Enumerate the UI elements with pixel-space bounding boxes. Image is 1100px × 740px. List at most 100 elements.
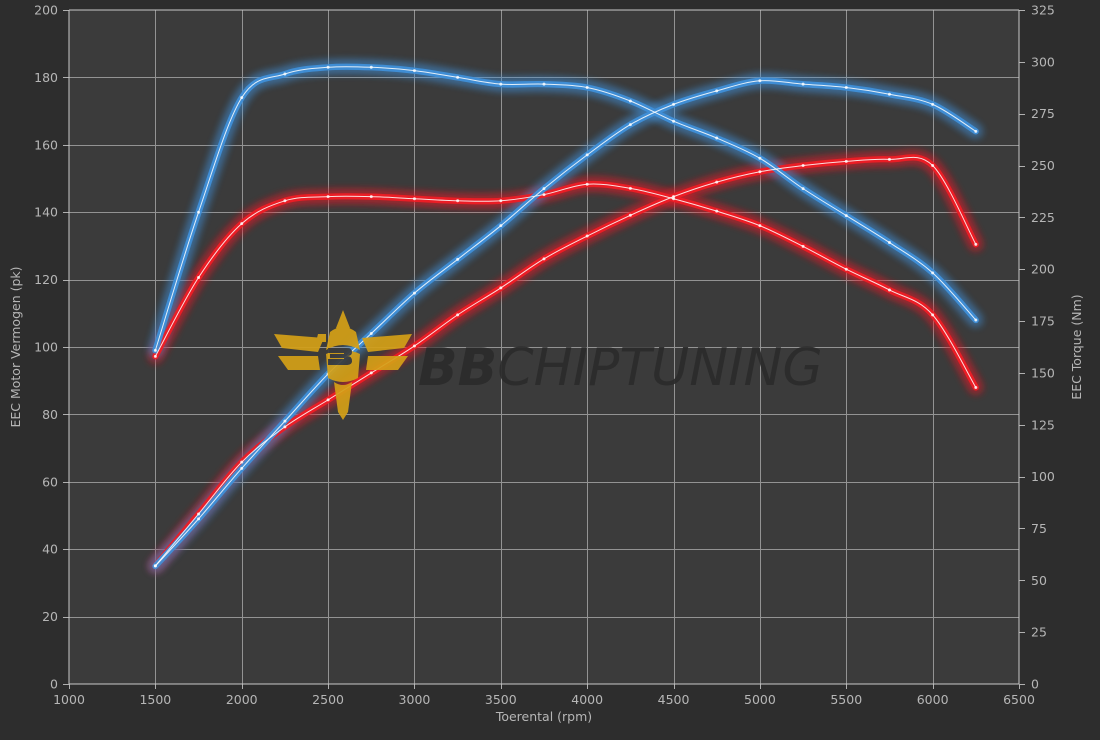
y-left-tick-label: 180 (34, 70, 58, 85)
data-point (197, 276, 201, 280)
data-point (153, 564, 157, 568)
y-right-tick-label: 50 (1031, 573, 1047, 588)
data-point (412, 197, 416, 201)
x-tick-labels: 1000 1500 2000 2500 3000 3500 4000 4500 5000 5500… (53, 692, 1035, 707)
data-point (758, 156, 762, 160)
x-axis-title: Toerental (rpm) (495, 709, 592, 724)
data-point (369, 332, 373, 336)
x-tick-label: 1000 (53, 692, 85, 707)
data-point (801, 164, 805, 168)
data-point (887, 157, 891, 161)
series-line (152, 77, 979, 570)
data-point (672, 197, 676, 201)
data-point (326, 398, 330, 402)
data-point (326, 372, 330, 376)
y-right-axis-title: EEC Torque (Nm) (1069, 294, 1084, 399)
data-point (153, 354, 157, 358)
data-point (283, 425, 287, 429)
data-point (801, 244, 805, 248)
axis-lines (68, 9, 1020, 685)
y-left-tick-label: 60 (42, 474, 58, 489)
x-tick-label: 5000 (744, 692, 776, 707)
data-point (844, 159, 848, 163)
series-core (153, 182, 978, 389)
data-point (801, 82, 805, 86)
data-point (326, 65, 330, 69)
data-point (542, 82, 546, 86)
data-point (456, 257, 460, 261)
data-point (715, 136, 719, 140)
data-point (931, 313, 935, 317)
data-point (715, 89, 719, 93)
data-point (974, 318, 978, 322)
y-right-tick-label: 100 (1031, 469, 1055, 484)
data-point (585, 153, 589, 157)
x-tick-label: 6000 (917, 692, 949, 707)
data-point (542, 257, 546, 261)
y-right-tick-label: 125 (1031, 417, 1055, 432)
x-tick-label: 3500 (485, 692, 517, 707)
data-point (974, 385, 978, 389)
data-point (585, 182, 589, 186)
data-point (844, 86, 848, 90)
y-right-tick-label: 200 (1031, 262, 1055, 277)
data-point (456, 75, 460, 79)
data-point (585, 234, 589, 238)
data-point (715, 180, 719, 184)
data-point (931, 102, 935, 106)
data-point (499, 224, 503, 228)
series-core (153, 156, 978, 568)
data-point (628, 186, 632, 190)
data-point (369, 371, 373, 375)
y-right-tick-label: 175 (1031, 314, 1055, 329)
y-left-tick-label: 200 (34, 3, 58, 18)
data-point (369, 195, 373, 199)
data-point (801, 187, 805, 191)
x-tick-label: 2000 (226, 692, 258, 707)
series-core (153, 65, 978, 352)
y-right-tick-label: 250 (1031, 158, 1055, 173)
data-point (542, 193, 546, 197)
data-point (931, 164, 935, 168)
data-point (240, 96, 244, 100)
y-left-tick-labels: 0 20 40 60 80 100 120 140 160 180 200 (34, 3, 58, 692)
y-left-tick-label: 120 (34, 272, 58, 287)
y-right-tick-label: 300 (1031, 54, 1055, 69)
y-left-tick-label: 80 (42, 407, 58, 422)
axis-ticks (63, 10, 1025, 689)
data-point (585, 86, 589, 90)
data-point (672, 195, 676, 199)
y-right-tick-labels: 0 25 50 75 100 125 150 175 200 225 250 275 300 325 (1031, 3, 1055, 692)
y-right-tick-label: 0 (1031, 677, 1039, 692)
y-right-tick-label: 75 (1031, 521, 1047, 536)
y-right-tick-label: 150 (1031, 365, 1055, 380)
x-tick-label: 4500 (658, 692, 690, 707)
data-point (240, 466, 244, 470)
data-point (628, 123, 632, 127)
data-point (887, 92, 891, 96)
series-layer (149, 61, 982, 572)
data-point (456, 199, 460, 203)
data-point (844, 267, 848, 271)
data-point (499, 82, 503, 86)
y-left-tick-label: 160 (34, 137, 58, 152)
y-left-tick-label: 100 (34, 340, 58, 355)
data-point (412, 69, 416, 73)
data-point (931, 271, 935, 275)
data-point (758, 224, 762, 228)
data-point (412, 291, 416, 295)
x-tick-label: 3000 (399, 692, 431, 707)
data-point (283, 72, 287, 76)
data-point (456, 313, 460, 317)
data-point (542, 187, 546, 191)
y-right-tick-label: 225 (1031, 210, 1055, 225)
data-point (844, 214, 848, 218)
data-point (672, 119, 676, 123)
y-left-tick-label: 140 (34, 205, 58, 220)
data-point (715, 209, 719, 213)
y-right-tick-label: 275 (1031, 106, 1055, 121)
series-core (153, 79, 978, 568)
data-point (240, 460, 244, 464)
